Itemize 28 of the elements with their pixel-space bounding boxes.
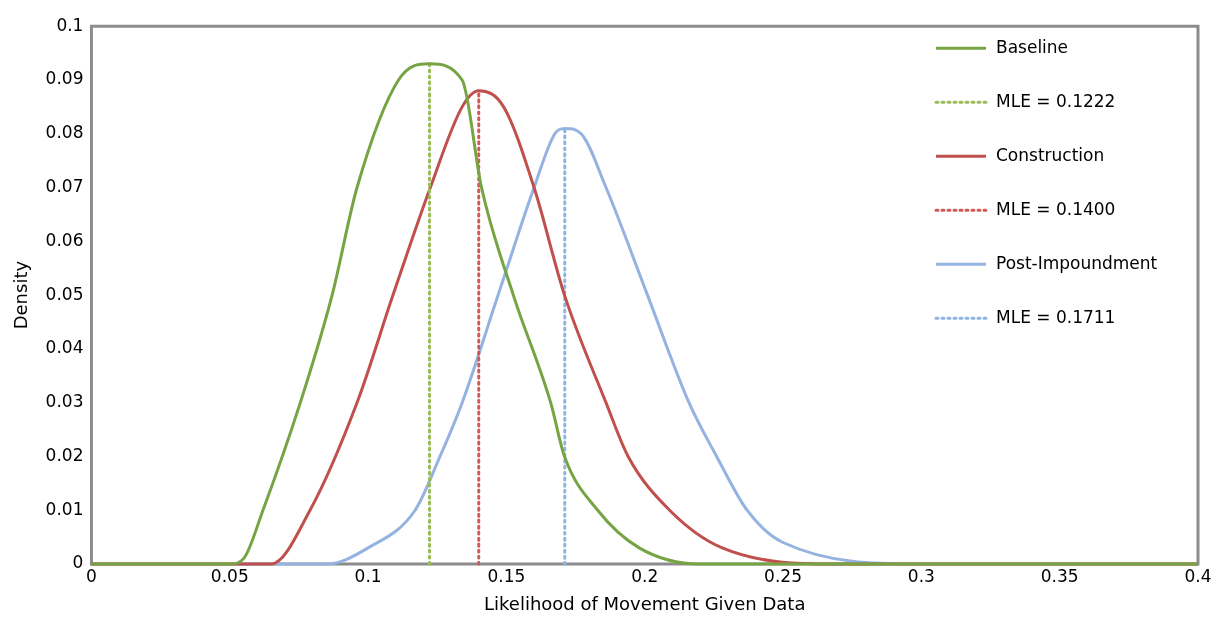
y-tick-label: 0 (72, 552, 84, 573)
x-tick-label: 0.4 (1184, 565, 1212, 586)
y-tick-label: 0.04 (45, 337, 84, 358)
y-tick-label: 0.08 (45, 122, 84, 143)
legend-label: Post-Impoundment (996, 252, 1158, 273)
y-tick-label: 0.02 (45, 444, 84, 465)
y-tick-label: 0.05 (45, 283, 84, 304)
x-tick-label: 0.1 (354, 565, 382, 586)
y-tick-label: 0.03 (45, 391, 84, 412)
y-tick-label: 0.01 (45, 498, 84, 519)
y-axis-title: Density (10, 260, 32, 330)
y-tick-label: 0.06 (45, 229, 84, 250)
x-tick-label: 0.15 (487, 565, 526, 586)
x-tick-label: 0.2 (631, 565, 659, 586)
x-axis-title: Likelihood of Movement Given Data (484, 592, 806, 614)
y-tick-label: 0.07 (45, 175, 84, 196)
y-tick-label: 0.1 (56, 14, 84, 35)
x-tick-label: 0.3 (907, 565, 935, 586)
x-tick-label: 0 (86, 565, 97, 586)
legend-label: Baseline (996, 36, 1069, 57)
legend-label: MLE = 0.1222 (996, 90, 1116, 111)
x-tick-label: 0.35 (1040, 565, 1079, 586)
x-tick-label: 0.05 (210, 565, 249, 586)
x-tick-label: 0.25 (764, 565, 802, 586)
legend-label: MLE = 0.1400 (996, 198, 1116, 219)
legend-label: MLE = 0.1711 (996, 306, 1116, 327)
y-tick-label: 0.09 (45, 68, 84, 89)
legend-label: Construction (996, 144, 1105, 165)
